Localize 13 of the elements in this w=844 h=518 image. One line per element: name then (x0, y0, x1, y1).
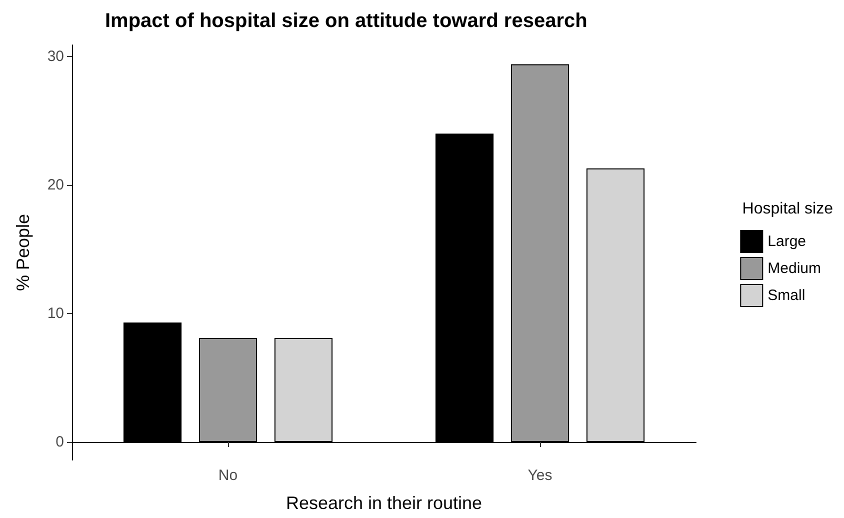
legend-title: Hospital size (742, 200, 834, 218)
y-tick-label: 30 (47, 48, 64, 66)
y-axis-title: % People (13, 214, 33, 292)
y-tick-label: 0 (56, 434, 64, 451)
legend-label: Large (768, 233, 806, 250)
x-axis-title: Research in their routine (286, 493, 482, 513)
y-tick-label: 10 (47, 305, 64, 322)
y-tick-label: 20 (47, 176, 64, 194)
legend-label: Small (768, 287, 806, 304)
x-tick-label: No (218, 467, 238, 484)
chart-title: Impact of hospital size on attitude toward research (105, 10, 588, 32)
x-tick-label: Yes (528, 467, 552, 484)
legend-label: Medium (768, 260, 822, 277)
